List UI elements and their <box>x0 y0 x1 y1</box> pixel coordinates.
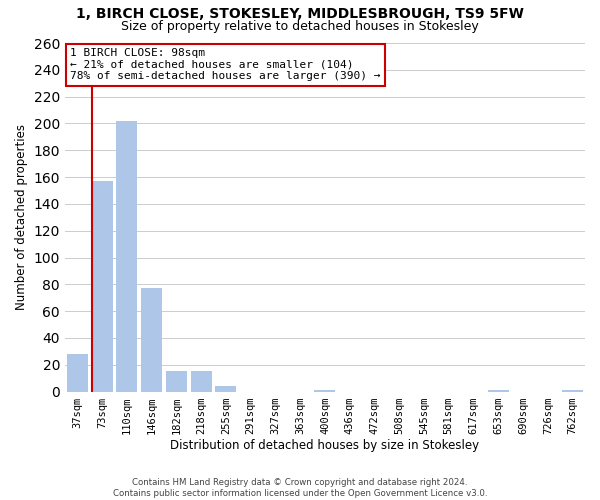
Bar <box>488 390 509 392</box>
Text: Size of property relative to detached houses in Stokesley: Size of property relative to detached ho… <box>121 20 479 33</box>
Bar <box>116 121 137 392</box>
Bar <box>67 354 88 392</box>
Bar <box>314 390 335 392</box>
Bar <box>92 181 113 392</box>
Bar <box>215 386 236 392</box>
Text: 1, BIRCH CLOSE, STOKESLEY, MIDDLESBROUGH, TS9 5FW: 1, BIRCH CLOSE, STOKESLEY, MIDDLESBROUGH… <box>76 8 524 22</box>
Text: 1 BIRCH CLOSE: 98sqm
← 21% of detached houses are smaller (104)
78% of semi-deta: 1 BIRCH CLOSE: 98sqm ← 21% of detached h… <box>70 48 380 82</box>
Bar <box>191 372 212 392</box>
Y-axis label: Number of detached properties: Number of detached properties <box>15 124 28 310</box>
Bar <box>562 390 583 392</box>
Bar <box>166 372 187 392</box>
Bar <box>141 288 162 392</box>
Text: Contains HM Land Registry data © Crown copyright and database right 2024.
Contai: Contains HM Land Registry data © Crown c… <box>113 478 487 498</box>
X-axis label: Distribution of detached houses by size in Stokesley: Distribution of detached houses by size … <box>170 440 479 452</box>
